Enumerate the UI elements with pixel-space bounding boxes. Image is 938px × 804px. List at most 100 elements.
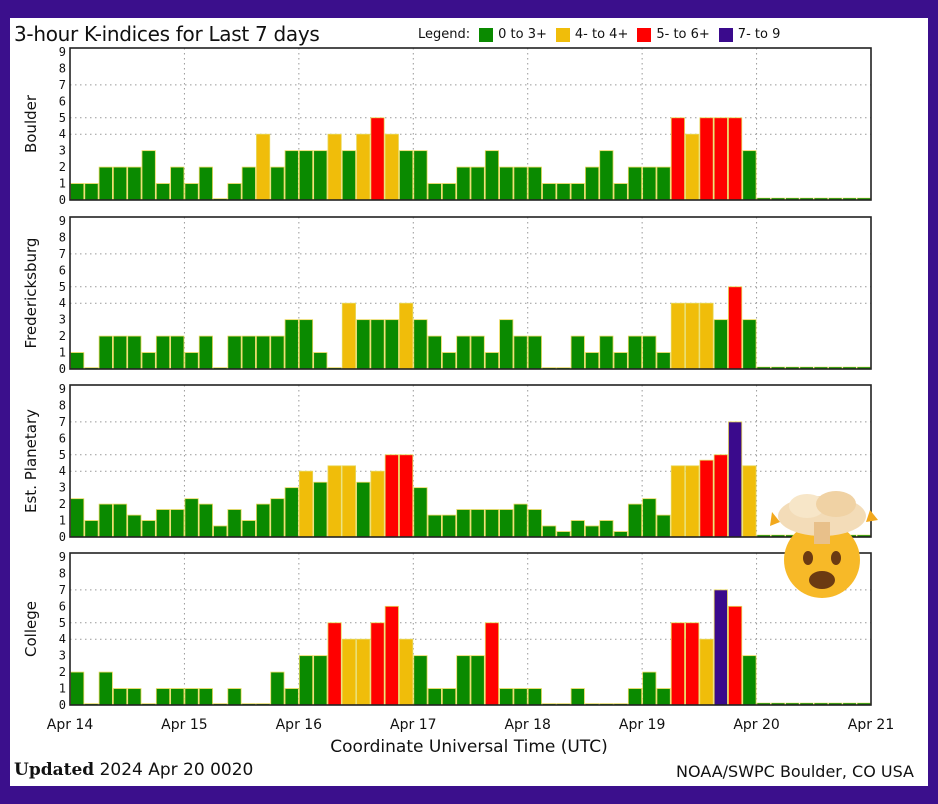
bar xyxy=(313,655,328,706)
x-tick-label: Apr 17 xyxy=(390,717,436,733)
y-tick-label: 4 xyxy=(59,632,66,646)
bar xyxy=(527,335,542,370)
bar xyxy=(441,514,457,538)
bar xyxy=(399,302,414,370)
bar xyxy=(113,688,128,706)
bar xyxy=(356,481,371,538)
bar xyxy=(84,520,99,538)
bar xyxy=(270,498,285,538)
chart-title: 3-hour K-indices for Last 7 days xyxy=(14,22,320,46)
bar xyxy=(685,133,700,201)
bar xyxy=(384,319,399,370)
y-tick-label: 1 xyxy=(59,682,66,696)
bar xyxy=(484,352,500,370)
y-tick-label: 5 xyxy=(59,280,66,294)
bar xyxy=(742,655,757,706)
bar xyxy=(685,622,700,706)
bar xyxy=(127,514,142,538)
y-tick-label: 6 xyxy=(59,94,66,108)
bar xyxy=(599,335,614,370)
bar xyxy=(227,688,242,706)
bar xyxy=(213,525,228,538)
credit-text: NOAA/SWPC Boulder, CO USA xyxy=(676,762,914,781)
bar xyxy=(155,335,171,370)
bar xyxy=(527,166,542,201)
bar xyxy=(127,688,142,706)
bar xyxy=(113,335,128,370)
bar xyxy=(98,166,113,201)
bar xyxy=(713,117,728,201)
bar xyxy=(313,481,328,538)
bar xyxy=(384,133,399,201)
bar xyxy=(670,302,685,370)
bar xyxy=(356,319,371,370)
bar xyxy=(613,183,628,201)
bar xyxy=(341,638,356,706)
bar xyxy=(627,335,643,370)
bar xyxy=(627,688,643,706)
legend: Legend: 0 to 3+ 4- to 4+ 5- to 6+ 7- to … xyxy=(418,27,780,42)
bar xyxy=(284,487,299,538)
bar xyxy=(470,335,485,370)
bar xyxy=(499,166,514,201)
bar xyxy=(155,688,171,706)
x-tick-label: Apr 20 xyxy=(733,717,779,733)
bar xyxy=(370,319,385,370)
bar xyxy=(198,688,213,706)
bar xyxy=(627,503,643,538)
bar xyxy=(699,117,714,201)
updated-label: Updated xyxy=(14,760,95,780)
bar xyxy=(441,183,457,201)
bar xyxy=(256,503,271,538)
bar xyxy=(227,335,242,370)
bar xyxy=(499,688,514,706)
y-tick-label: 9 xyxy=(59,550,66,564)
bar xyxy=(270,166,285,201)
bar xyxy=(184,352,199,370)
bar xyxy=(585,525,600,538)
bar xyxy=(456,166,471,201)
bar xyxy=(513,503,528,538)
y-tick-label: 0 xyxy=(59,698,66,712)
y-tick-label: 8 xyxy=(59,398,66,412)
bar xyxy=(713,589,728,706)
bar xyxy=(113,503,128,538)
y-tick-label: 7 xyxy=(59,415,66,429)
bar xyxy=(184,688,199,706)
bar xyxy=(513,688,528,706)
bar xyxy=(527,509,542,538)
bar xyxy=(98,503,113,538)
y-tick-label: 2 xyxy=(59,160,66,174)
bar xyxy=(384,454,399,538)
y-tick-label: 1 xyxy=(59,514,66,528)
legend-swatch-red xyxy=(637,27,652,42)
bar xyxy=(170,688,185,706)
bar xyxy=(699,638,714,706)
bar xyxy=(456,335,471,370)
bar xyxy=(198,503,213,538)
bar xyxy=(127,335,142,370)
y-tick-label: 2 xyxy=(59,329,66,343)
bar xyxy=(341,465,356,538)
bar xyxy=(585,352,600,370)
bar xyxy=(413,487,428,538)
bar xyxy=(155,509,171,538)
bar xyxy=(270,671,285,706)
bar xyxy=(656,514,671,538)
bar xyxy=(484,622,500,706)
bar xyxy=(670,117,685,201)
bar xyxy=(298,470,314,538)
y-tick-label: 5 xyxy=(59,448,66,462)
updated-timestamp: Updated 2024 Apr 20 0020 xyxy=(14,760,253,780)
panel-label: College xyxy=(22,601,40,657)
x-tick-label: Apr 21 xyxy=(848,717,894,733)
bar xyxy=(556,183,571,201)
bar xyxy=(298,319,314,370)
bar xyxy=(713,319,728,370)
bar xyxy=(384,605,399,706)
y-tick-label: 5 xyxy=(59,111,66,125)
y-tick-label: 7 xyxy=(59,78,66,92)
bar xyxy=(427,183,442,201)
x-tick-label: Apr 18 xyxy=(504,717,550,733)
bar xyxy=(441,352,457,370)
